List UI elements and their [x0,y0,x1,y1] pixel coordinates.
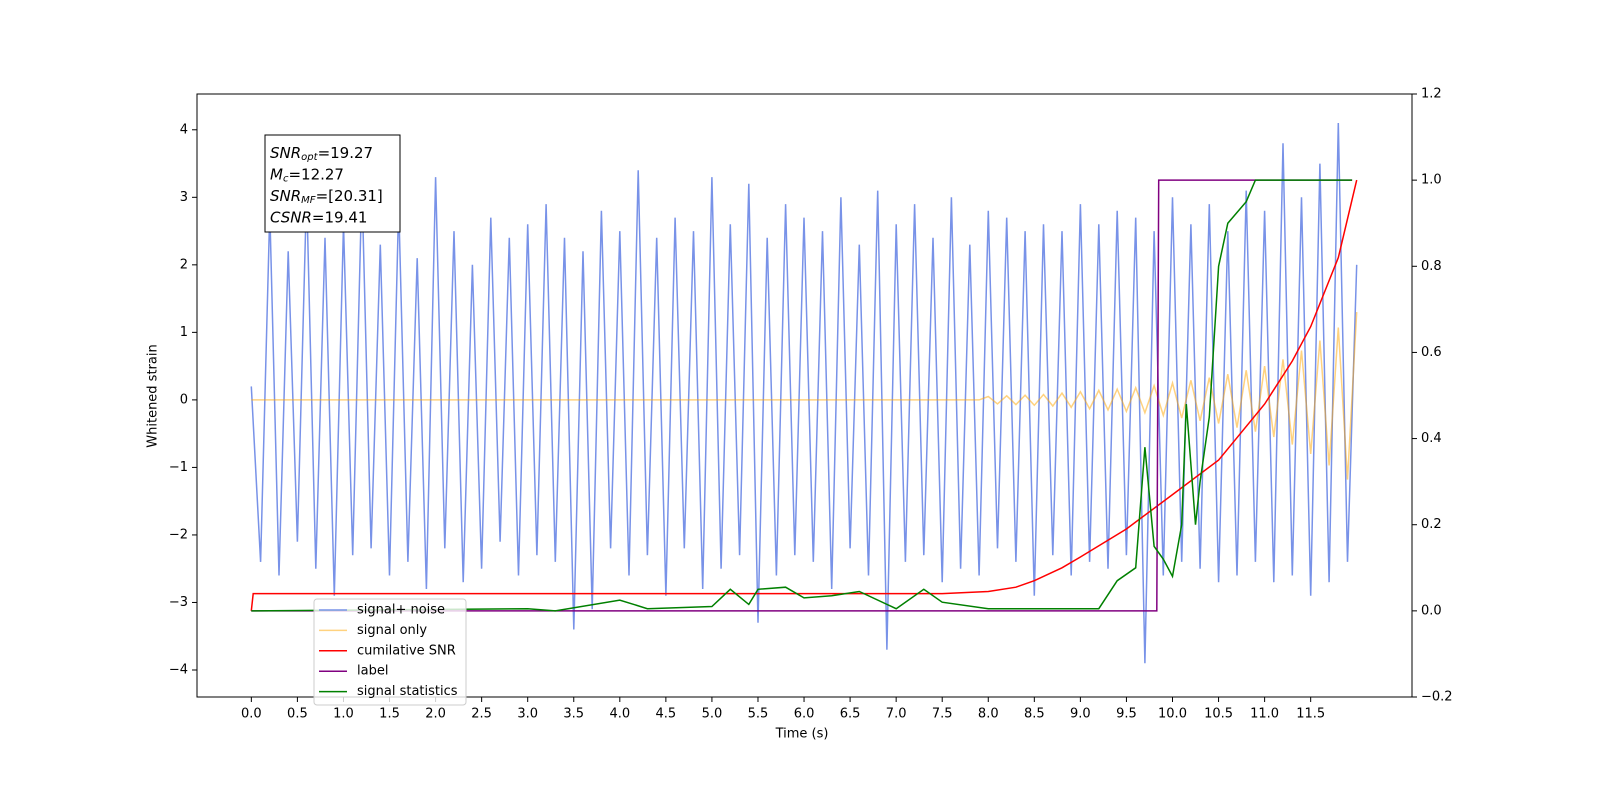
x-tick-label: 11.5 [1296,707,1325,722]
x-axis-label: Time (s) [775,727,829,742]
annotation-box [264,134,401,233]
annotation-value: =12.27 [288,165,344,183]
y-tick-label: 3 [180,190,188,205]
x-tick-label: 10.0 [1158,707,1187,722]
x-tick-label: 10.5 [1204,707,1233,722]
y-tick-label: −3 [169,595,188,610]
annotation-line: SNRopt=19.27 [270,144,373,164]
annotation-symbol: M [270,165,283,183]
annotation-value: =19.41 [312,208,368,226]
y-tick-label: 2 [180,257,188,272]
y-tick-label: 1 [180,325,188,340]
y-tick-label: −2 [169,527,188,542]
annotation-line: CSNR=19.41 [270,208,367,226]
y2-tick-label: 0.4 [1421,431,1442,446]
series-line [250,122,1358,664]
legend-label: cumilative SNR [357,643,456,658]
x-tick-label: 8.0 [978,707,999,722]
y-tick-label: −4 [169,662,188,677]
x-tick-label: 6.5 [840,707,861,722]
x-tick-label: 5.0 [702,707,723,722]
annotation-line: SNRMF=[20.31] [270,187,383,207]
y-axis-label: Whitened strain [146,344,161,447]
x-tick-label: 5.5 [748,707,769,722]
legend-label: signal only [357,623,427,638]
y2-tick-label: 0.6 [1421,345,1442,360]
x-tick-label: 9.0 [1070,707,1091,722]
legend-label: signal+ noise [357,603,445,618]
x-tick-label: 9.5 [1116,707,1137,722]
y-tick-label: −1 [169,460,188,475]
x-tick-label: 8.5 [1024,707,1045,722]
annotation-symbol: CSNR [270,208,312,226]
series-line [250,179,1358,611]
x-tick-label: 4.0 [609,707,630,722]
y2-tick-label: 0.8 [1421,259,1442,274]
series-line [251,312,1358,480]
annotation-value: =[20.31] [316,187,383,205]
series-line [251,179,1353,612]
x-tick-label: 1.5 [379,707,400,722]
x-tick-label: 1.0 [333,707,354,722]
annotation-subscript: c [283,174,289,185]
x-tick-label: 7.5 [932,707,953,722]
x-tick-label: 0.0 [241,707,262,722]
annotation-symbol: SNR [270,144,301,162]
y2-tick-label: 1.2 [1421,87,1442,102]
y2-tick-label: 0.0 [1421,603,1442,618]
legend-label: label [357,664,388,679]
x-tick-label: 6.0 [794,707,815,722]
legend-box [313,598,467,706]
annotation-symbol: SNR [270,187,301,205]
x-tick-label: 0.5 [287,707,308,722]
x-tick-label: 4.5 [656,707,677,722]
y-tick-label: 4 [180,122,188,137]
x-tick-label: 3.5 [563,707,584,722]
y2-tick-label: 0.2 [1421,517,1442,532]
annotation-subscript: MF [301,195,316,206]
x-tick-label: 3.0 [517,707,538,722]
legend-label: signal statistics [357,684,458,699]
y2-tick-label: 1.0 [1421,173,1442,188]
annotation-subscript: opt [301,152,318,163]
x-tick-label: 2.5 [471,707,492,722]
x-tick-label: 11.0 [1250,707,1279,722]
x-tick-label: 7.0 [886,707,907,722]
y2-tick-label: −0.2 [1421,690,1453,705]
y-tick-label: 0 [180,392,188,407]
annotation-line: Mc=12.27 [270,165,344,185]
annotation-value: =19.27 [318,144,374,162]
x-tick-label: 2.0 [425,707,446,722]
